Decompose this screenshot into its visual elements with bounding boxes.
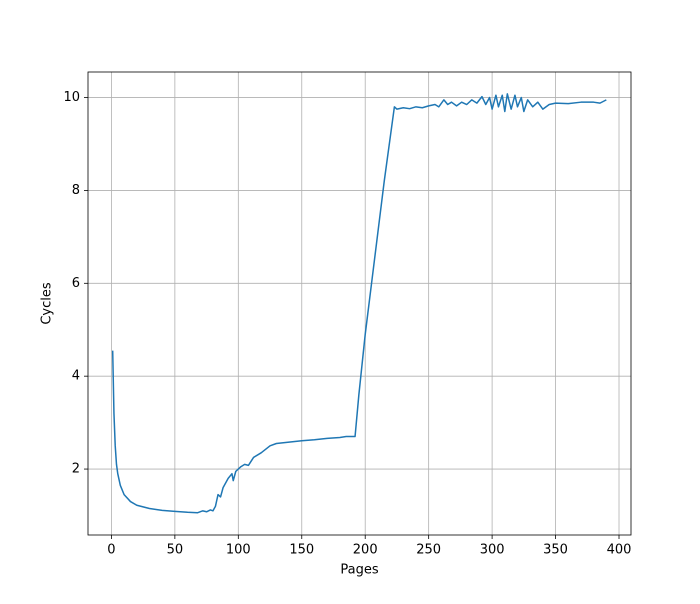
data-line — [111, 93, 607, 514]
plot-frame — [87, 71, 632, 536]
y-axis-label: Cycles — [40, 282, 55, 325]
y-tick-label: 4 — [72, 369, 80, 384]
y-tick-label: 8 — [72, 183, 80, 198]
x-tick-label: 200 — [353, 543, 378, 558]
x-tick-label: 50 — [167, 543, 184, 558]
x-tick-label: 400 — [607, 543, 632, 558]
y-tick-label: 6 — [72, 276, 80, 291]
x-tick-label: 350 — [543, 543, 568, 558]
y-tick-label: 10 — [63, 90, 80, 105]
x-tick-label: 250 — [416, 543, 441, 558]
x-axis-label: Pages — [340, 563, 378, 578]
y-tick-label: 2 — [72, 462, 80, 477]
x-tick-label: 0 — [107, 543, 115, 558]
x-tick-label: 100 — [226, 543, 251, 558]
x-tick-label: 150 — [289, 543, 314, 558]
x-tick-label: 300 — [480, 543, 505, 558]
